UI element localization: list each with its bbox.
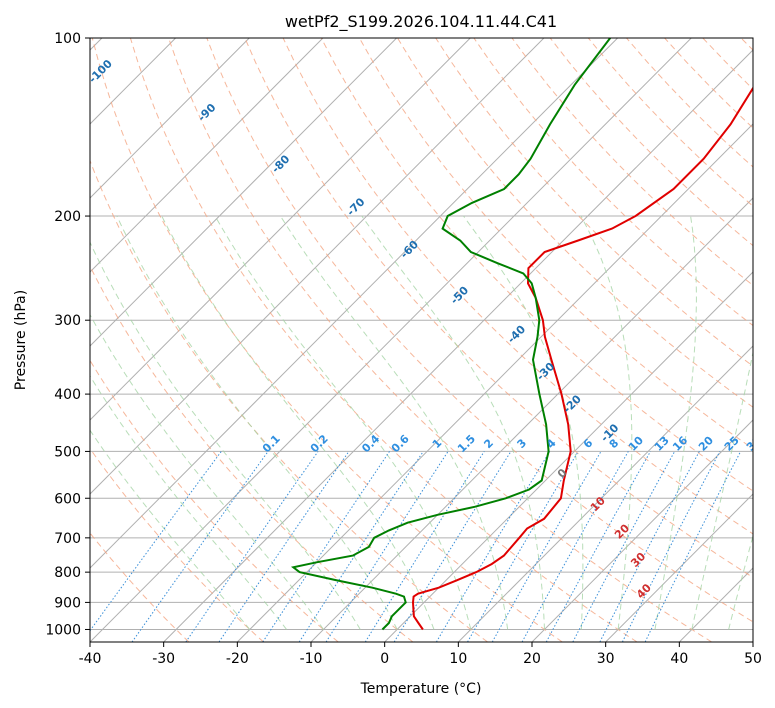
moist-adiabat — [361, 215, 545, 630]
dewpoint-line — [290, 38, 611, 631]
isotherm-0 — [384, 271, 753, 642]
mixing-ratio-line — [393, 451, 512, 642]
x-tick-label: 20 — [523, 651, 541, 667]
x-tick-label: 50 — [744, 651, 762, 667]
mixing-ratio-line — [131, 451, 269, 642]
y-tick-label: 700 — [54, 531, 81, 547]
dry-adiabat — [473, 38, 753, 327]
y-tick-label: 400 — [54, 387, 81, 403]
x-tick-label: 0 — [380, 651, 389, 667]
moist-adiabat — [90, 313, 324, 630]
x-tick-label: -20 — [226, 651, 249, 667]
moist-adiabat — [116, 215, 398, 630]
series-layer — [290, 38, 753, 631]
mixing-ratio-line — [325, 451, 449, 642]
isotherm--60 — [90, 38, 545, 495]
mixing-ratio-line — [599, 451, 700, 642]
isotherm-10 — [457, 345, 753, 642]
moist-adiabat — [580, 215, 633, 630]
x-tick-label: -30 — [152, 651, 175, 667]
dry-adiabat — [168, 38, 712, 642]
moist-adiabat — [463, 215, 584, 630]
isotherm--70 — [90, 38, 471, 421]
dry-adiabat — [91, 38, 563, 642]
x-tick-label: -40 — [79, 651, 102, 667]
mixing-ratio-line — [545, 451, 651, 642]
x-tick-label: 40 — [670, 651, 688, 667]
y-tick-label: 500 — [54, 444, 81, 460]
y-tick-label: 1000 — [45, 622, 81, 638]
x-tick-label: 30 — [597, 651, 615, 667]
moist-adiabat — [90, 241, 361, 630]
isotherm--50 — [90, 38, 618, 569]
dry-adiabat — [244, 38, 753, 579]
ticks-layer: -40 -30 -20 -10 0 10 20 30 40 50 100 200 300 400 500 60… — [45, 31, 762, 667]
dry-adiabat — [129, 38, 638, 642]
dry-adiabat — [90, 265, 414, 642]
y-tick-label: 300 — [54, 313, 81, 329]
y-tick-label: 600 — [54, 491, 81, 507]
moist-adiabat — [90, 375, 287, 630]
mixing-label: 30 — [744, 434, 764, 454]
y-tick-label: 800 — [54, 565, 81, 581]
dry-adiabat — [435, 38, 753, 367]
moist-adiabat — [161, 215, 435, 630]
isotherm--20 — [236, 123, 753, 642]
isotherm--100 — [90, 38, 250, 199]
y-axis-title: Pressure (hPa) — [13, 290, 29, 390]
mixing-ratio-line — [521, 451, 629, 642]
mixing-ratio-line — [572, 451, 676, 642]
y-tick-label: 200 — [54, 209, 81, 225]
dry-adiabat — [90, 447, 264, 642]
dry-adiabat — [320, 38, 753, 492]
isotherm--80 — [90, 38, 397, 347]
moist-adiabat — [691, 350, 753, 630]
plot-frame — [89, 37, 754, 643]
mixing-ratio-line — [364, 451, 485, 642]
mixing-ratio-line — [298, 451, 424, 642]
dry-adiabat — [282, 38, 753, 535]
moist-adiabat — [654, 215, 697, 630]
isotherm-20 — [531, 419, 753, 642]
moist-adiabat — [90, 429, 251, 630]
grid-layer — [90, 38, 753, 642]
x-tick-label: -10 — [300, 651, 323, 667]
x-tick-label: 10 — [449, 651, 467, 667]
isotherm--40 — [90, 38, 692, 642]
moist-adiabat — [214, 215, 472, 630]
mixing-ratio-line — [262, 451, 390, 642]
mixing-ratio-line — [491, 451, 602, 642]
mixing-ratio-line — [218, 451, 350, 642]
y-tick-label: 900 — [54, 595, 81, 611]
dry-adiabat — [511, 38, 753, 287]
isotherm-30 — [605, 493, 753, 642]
temperature-line — [411, 86, 753, 631]
dry-adiabat — [206, 38, 753, 623]
isotherm--30 — [163, 49, 753, 642]
mixing-ratio-line — [621, 451, 721, 642]
isotherm--90 — [90, 38, 324, 273]
chart-title: wetPf2_S199.2026.104.11.44.C41 — [285, 12, 557, 32]
x-axis-title: Temperature (°C) — [360, 681, 482, 697]
y-tick-label: 100 — [54, 31, 81, 47]
mixing-ratio-line — [90, 451, 222, 632]
mixing-ratio-line — [185, 451, 319, 642]
